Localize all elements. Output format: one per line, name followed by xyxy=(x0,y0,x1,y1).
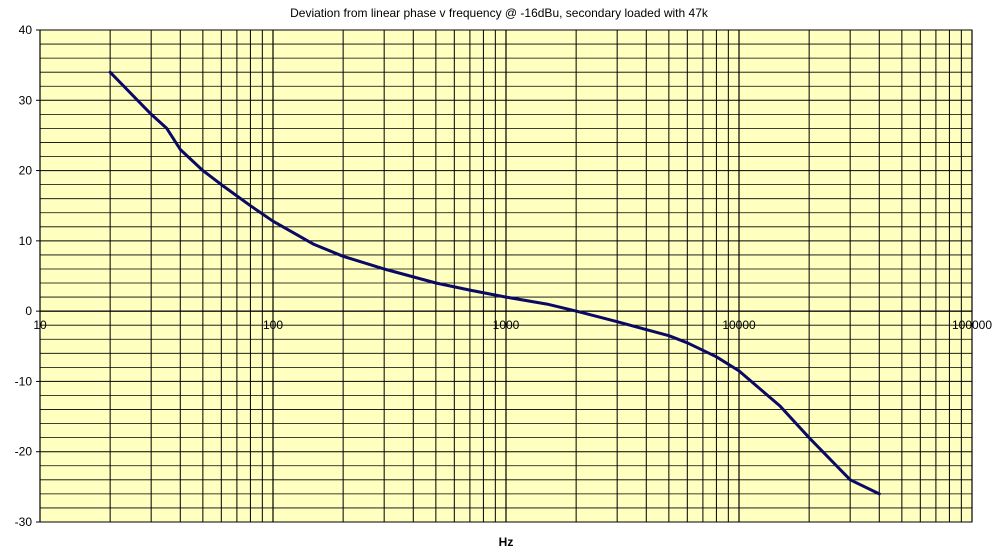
x-tick-label: 100 xyxy=(263,318,283,332)
series-line xyxy=(108,70,881,496)
y-tick-label: 30 xyxy=(19,93,33,107)
y-tick-label: 10 xyxy=(19,234,33,248)
x-tick-label: 10000 xyxy=(722,318,756,332)
x-axis-label: Hz xyxy=(499,535,514,549)
plot-border xyxy=(39,29,973,523)
y-tick-label: -30 xyxy=(15,515,33,529)
chart-title: Deviation from linear phase v frequency … xyxy=(290,6,708,20)
y-tick-label: 0 xyxy=(25,304,32,318)
y-tick-label: 40 xyxy=(19,23,33,37)
x-tick-label: 1000 xyxy=(493,318,520,332)
y-tick-label: -20 xyxy=(15,445,33,459)
x-tick-label: 10 xyxy=(33,318,47,332)
x-tick-label: 100000 xyxy=(952,318,992,332)
y-tick-label: -10 xyxy=(15,374,33,388)
y-tick-label: 20 xyxy=(19,164,33,178)
